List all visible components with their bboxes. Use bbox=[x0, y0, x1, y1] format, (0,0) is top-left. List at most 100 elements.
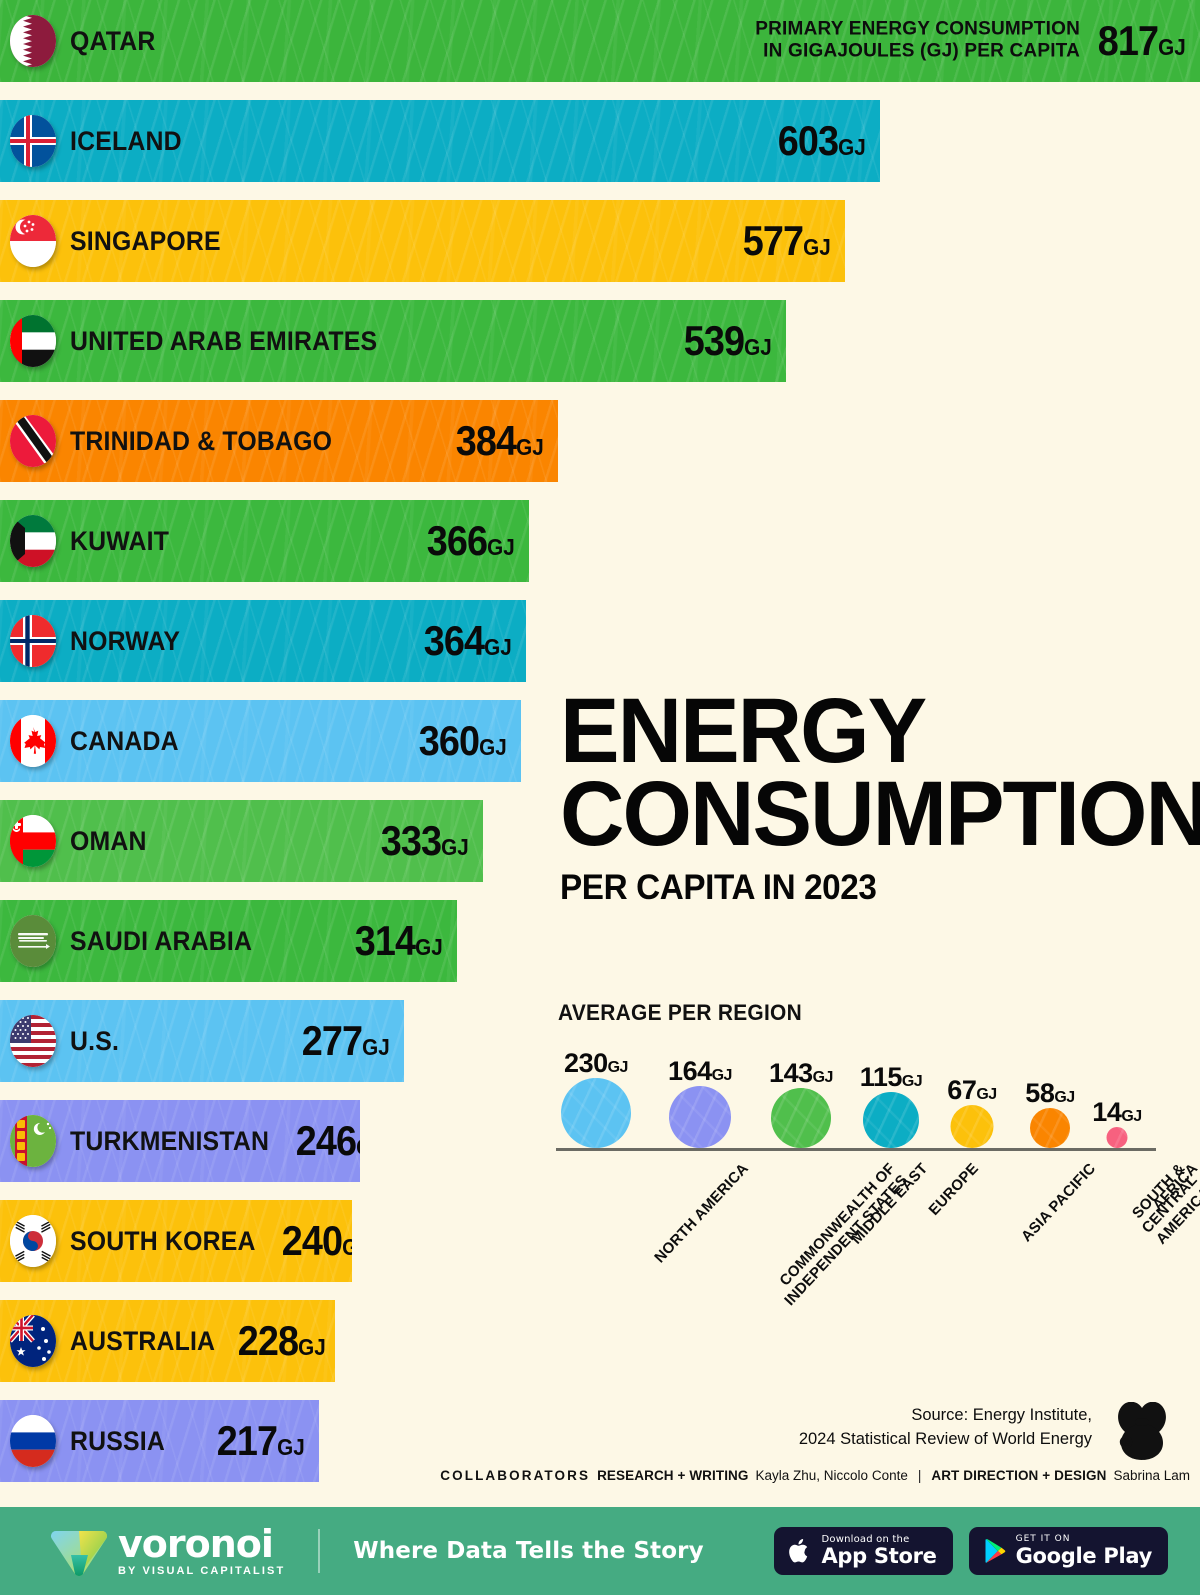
norway-flag bbox=[10, 615, 56, 667]
country-bar: SAUDI ARABIA 314GJ bbox=[0, 900, 457, 982]
app-store-small-label: Download on the bbox=[821, 1533, 910, 1545]
iceland-flag bbox=[10, 115, 56, 167]
value-number: 539 bbox=[684, 317, 745, 364]
value-unit: GJ bbox=[297, 1334, 326, 1360]
app-store-buttons: Download on the App Store GET IT ON Goog… bbox=[774, 1527, 1168, 1575]
country-bar: TRINIDAD & TOBAGO 384GJ bbox=[0, 400, 558, 482]
value-number: 333 bbox=[381, 817, 442, 864]
voronoi-wordmark: voronoi bbox=[118, 1522, 274, 1566]
region-bubble bbox=[1106, 1127, 1128, 1148]
country-name: SAUDI ARABIA bbox=[70, 925, 253, 956]
country-value: 539GJ bbox=[684, 317, 772, 365]
collaborators-separator: | bbox=[917, 1468, 922, 1483]
value-number: 817 bbox=[1098, 17, 1159, 64]
qatar-flag bbox=[10, 15, 56, 67]
bar-row: AUSTRALIA 228GJ bbox=[0, 1300, 1200, 1382]
value-unit: GJ bbox=[342, 1234, 352, 1260]
value-number: 360 bbox=[419, 717, 480, 764]
region-bubble-value: 115GJ bbox=[860, 1062, 923, 1093]
region-value-number: 67 bbox=[947, 1075, 977, 1105]
country-value: 314GJ bbox=[355, 917, 443, 965]
value-unit: GJ bbox=[516, 434, 544, 460]
country-name: ICELAND bbox=[70, 125, 182, 156]
bar-row: SAUDI ARABIA 314GJ bbox=[0, 900, 1200, 982]
value-unit: GJ bbox=[838, 134, 866, 160]
region-bubble bbox=[771, 1088, 831, 1148]
brand-divider bbox=[318, 1529, 321, 1573]
region-bubble-value: 67GJ bbox=[947, 1075, 997, 1106]
region-bubble bbox=[669, 1086, 731, 1148]
region-value-unit: GJ bbox=[1121, 1108, 1142, 1125]
region-axis-label: ASIA PACIFIC bbox=[1018, 1160, 1100, 1246]
saudi-flag bbox=[10, 915, 56, 967]
country-bar: KUWAIT 366GJ bbox=[0, 500, 529, 582]
title-line-1: ENERGY bbox=[560, 680, 927, 782]
value-unit: GJ bbox=[744, 334, 772, 360]
bar-row: TURKMENISTAN246GJ bbox=[0, 1100, 1200, 1182]
region-axis-label: NORTH AMERICA bbox=[651, 1160, 752, 1267]
brand-tagline: Where Data Tells the Story bbox=[353, 1538, 704, 1564]
singapore-flag bbox=[10, 215, 56, 267]
region-bubble-value: 14GJ bbox=[1092, 1097, 1142, 1128]
region-value-unit: GJ bbox=[901, 1073, 923, 1090]
bar-row: CANADA 360GJ bbox=[0, 700, 1200, 782]
region-value-number: 58 bbox=[1025, 1078, 1055, 1108]
country-value: 817GJ bbox=[1098, 17, 1186, 65]
google-play-button[interactable]: GET IT ON Google Play bbox=[968, 1527, 1168, 1575]
voronoi-byline: BY VISUAL CAPITALIST bbox=[118, 1565, 286, 1577]
region-bubble-value: 143GJ bbox=[769, 1058, 833, 1089]
value-unit: GJ bbox=[1158, 34, 1186, 60]
country-value: 384GJ bbox=[456, 417, 544, 465]
value-unit: GJ bbox=[277, 1434, 305, 1460]
country-name: SINGAPORE bbox=[70, 225, 221, 256]
country-bar: ICELAND 603GJ bbox=[0, 100, 880, 182]
country-name: OMAN bbox=[70, 825, 147, 856]
country-bar-chart: QATAR 817GJ PRIMARY ENERGY CONSUMPTION IN … bbox=[0, 0, 1200, 1482]
average-per-region-chart: AVERAGE PER REGION 230GJ NORTH AMERICA 164… bbox=[556, 1000, 1200, 1330]
country-value: 217GJ bbox=[217, 1417, 305, 1465]
voronoi-logo[interactable]: voronoi BY VISUAL CAPITALIST bbox=[50, 1522, 285, 1580]
research-writing-key: RESEARCH + WRITING bbox=[597, 1468, 749, 1483]
canada-flag bbox=[10, 715, 56, 767]
bar-row: NORWAY 364GJ bbox=[0, 600, 1200, 682]
main-title-block: ENERGY CONSUMPTION PER CAPITA IN 2023 bbox=[560, 680, 1200, 908]
region-bubble bbox=[863, 1092, 919, 1148]
region-value-number: 143 bbox=[769, 1058, 813, 1088]
google-play-small-label: GET IT ON bbox=[1015, 1534, 1071, 1545]
country-value: 228GJ bbox=[238, 1317, 326, 1365]
southkorea-flag bbox=[10, 1215, 56, 1267]
region-bubble-value: 58GJ bbox=[1025, 1078, 1075, 1109]
region-axis-label: COMMONWEALTH OF INDEPENDENT STATES bbox=[776, 1160, 912, 1310]
value-number: 577 bbox=[743, 217, 804, 264]
value-unit: GJ bbox=[362, 1034, 390, 1060]
country-value: 240GJ bbox=[281, 1217, 352, 1265]
region-value-unit: GJ bbox=[812, 1069, 834, 1086]
source-note: Source: Energy Institute, 2024 Statistic… bbox=[798, 1406, 1092, 1448]
value-unit: GJ bbox=[487, 534, 515, 560]
brand-footer-bar: voronoi BY VISUAL CAPITALIST Where Data … bbox=[0, 1507, 1200, 1595]
value-number: 366 bbox=[427, 517, 488, 564]
bubble-chart-axis-line bbox=[556, 1148, 1156, 1151]
value-number: 228 bbox=[237, 1317, 299, 1364]
bar-row: UNITED ARAB EMIRATES 539GJ bbox=[0, 300, 1200, 382]
bar-row: RUSSIA 217GJ bbox=[0, 1400, 1200, 1482]
region-bubble bbox=[950, 1105, 994, 1148]
value-unit: GJ bbox=[484, 634, 512, 660]
value-unit: GJ bbox=[357, 1134, 360, 1160]
apple-icon bbox=[789, 1539, 808, 1563]
country-bar: CANADA 360GJ bbox=[0, 700, 521, 782]
value-unit: GJ bbox=[479, 734, 507, 760]
collaborators-label: COLLABORATORS bbox=[440, 1468, 591, 1483]
google-play-icon bbox=[985, 1539, 1005, 1563]
svg-text:&: & bbox=[1124, 1438, 1130, 1448]
value-unit: GJ bbox=[803, 234, 831, 260]
value-number: 364 bbox=[424, 617, 485, 664]
art-direction-value: Sabrina Lam bbox=[1113, 1468, 1190, 1483]
us-flag bbox=[10, 1015, 56, 1067]
country-name: NORWAY bbox=[70, 625, 181, 656]
value-unit: GJ bbox=[441, 834, 469, 860]
turkmenistan-flag bbox=[10, 1115, 56, 1167]
country-bar: TURKMENISTAN 246GJ bbox=[0, 1100, 360, 1182]
app-store-button[interactable]: Download on the App Store bbox=[774, 1527, 953, 1575]
